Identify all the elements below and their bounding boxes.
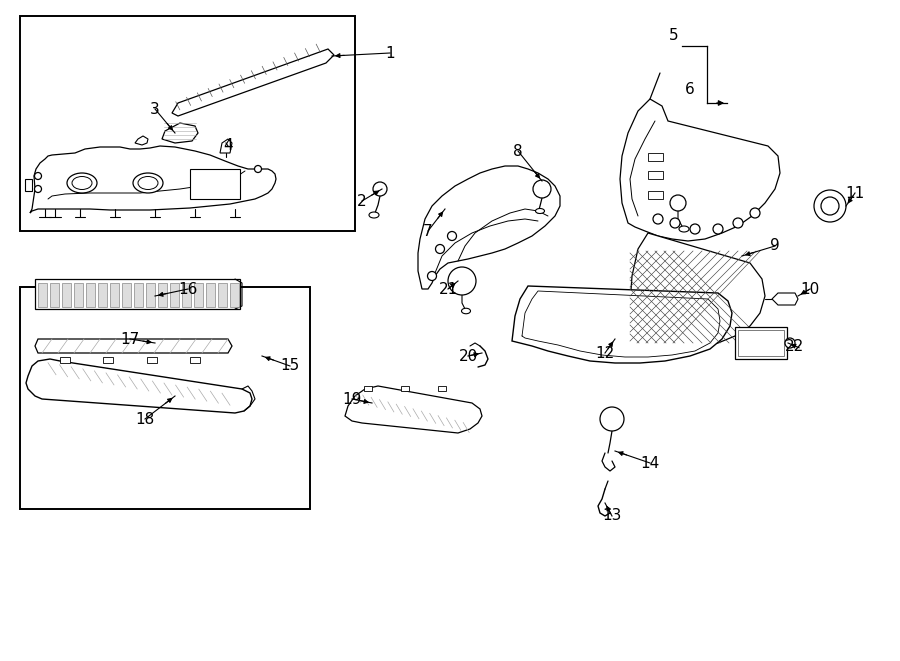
- Circle shape: [733, 218, 743, 228]
- Circle shape: [821, 197, 839, 215]
- Text: 7: 7: [423, 223, 433, 239]
- Bar: [147, 357, 157, 363]
- Text: 10: 10: [800, 282, 820, 297]
- Bar: [98, 283, 107, 307]
- Bar: [134, 283, 143, 307]
- Bar: [735, 327, 787, 359]
- Ellipse shape: [72, 176, 92, 190]
- Circle shape: [713, 224, 723, 234]
- Text: 21: 21: [438, 282, 457, 297]
- Bar: [50, 283, 59, 307]
- Text: 3: 3: [150, 102, 160, 116]
- Text: 22: 22: [786, 338, 805, 354]
- Bar: [122, 283, 131, 307]
- Bar: [182, 283, 191, 307]
- Circle shape: [34, 173, 41, 180]
- Bar: [438, 386, 446, 391]
- Text: 1: 1: [385, 46, 395, 61]
- Polygon shape: [772, 293, 798, 305]
- Polygon shape: [418, 166, 560, 289]
- Ellipse shape: [369, 212, 379, 218]
- Polygon shape: [172, 49, 334, 116]
- Text: 17: 17: [121, 332, 140, 346]
- Bar: [190, 169, 240, 199]
- Ellipse shape: [67, 173, 97, 193]
- Bar: [190, 357, 200, 363]
- Circle shape: [447, 231, 456, 241]
- Ellipse shape: [138, 176, 158, 190]
- Circle shape: [373, 182, 387, 196]
- Bar: [364, 386, 372, 391]
- Bar: [35, 279, 240, 309]
- Text: 5: 5: [670, 28, 679, 42]
- Bar: [20, 16, 355, 231]
- Text: 20: 20: [458, 348, 478, 364]
- Ellipse shape: [679, 226, 689, 232]
- Bar: [60, 357, 70, 363]
- Text: 11: 11: [845, 186, 865, 200]
- Circle shape: [690, 224, 700, 234]
- Bar: [158, 283, 167, 307]
- Text: 6: 6: [685, 81, 695, 97]
- Ellipse shape: [133, 173, 163, 193]
- Polygon shape: [30, 146, 276, 213]
- Polygon shape: [162, 123, 198, 143]
- Circle shape: [670, 195, 686, 211]
- Ellipse shape: [536, 208, 544, 214]
- Circle shape: [436, 245, 445, 254]
- Ellipse shape: [462, 308, 471, 314]
- Bar: [194, 283, 203, 307]
- Circle shape: [34, 186, 41, 192]
- Polygon shape: [620, 99, 780, 241]
- Bar: [401, 386, 409, 391]
- Polygon shape: [35, 339, 232, 353]
- Text: 8: 8: [513, 143, 523, 159]
- Text: 9: 9: [770, 239, 780, 254]
- Circle shape: [533, 180, 551, 198]
- Bar: [62, 283, 71, 307]
- Bar: [206, 283, 215, 307]
- Bar: [38, 283, 47, 307]
- Bar: [170, 283, 179, 307]
- Text: 19: 19: [342, 391, 362, 407]
- Bar: [738, 330, 784, 356]
- Bar: [74, 283, 83, 307]
- Circle shape: [750, 208, 760, 218]
- Bar: [648, 191, 663, 199]
- Polygon shape: [512, 286, 732, 363]
- Text: 18: 18: [135, 412, 155, 426]
- Circle shape: [255, 165, 262, 173]
- Circle shape: [785, 338, 795, 348]
- Polygon shape: [220, 139, 232, 153]
- Bar: [110, 283, 119, 307]
- Text: 14: 14: [641, 455, 660, 471]
- Bar: [86, 283, 95, 307]
- Circle shape: [814, 190, 846, 222]
- Circle shape: [653, 214, 663, 224]
- Circle shape: [600, 407, 624, 431]
- Polygon shape: [135, 136, 148, 145]
- Bar: [218, 283, 227, 307]
- Polygon shape: [628, 233, 765, 346]
- Bar: [648, 171, 663, 179]
- Text: 13: 13: [602, 508, 622, 524]
- Text: 2: 2: [357, 194, 367, 208]
- Bar: [648, 153, 663, 161]
- Bar: [146, 283, 155, 307]
- Bar: [103, 357, 113, 363]
- Bar: [230, 283, 239, 307]
- Circle shape: [448, 267, 476, 295]
- Bar: [20, 287, 310, 509]
- Text: 4: 4: [223, 139, 233, 153]
- Text: 15: 15: [281, 358, 300, 373]
- Circle shape: [670, 218, 680, 228]
- Text: 12: 12: [596, 346, 615, 360]
- Text: 16: 16: [178, 282, 198, 297]
- Polygon shape: [25, 179, 32, 191]
- Polygon shape: [26, 359, 252, 413]
- Polygon shape: [345, 386, 482, 433]
- Circle shape: [428, 272, 436, 280]
